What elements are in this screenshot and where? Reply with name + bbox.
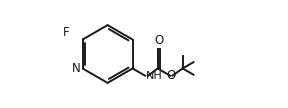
Text: NH: NH [146,71,162,81]
Text: O: O [154,34,163,47]
Text: N: N [72,62,81,75]
Text: F: F [62,26,69,39]
Text: O: O [166,69,175,82]
